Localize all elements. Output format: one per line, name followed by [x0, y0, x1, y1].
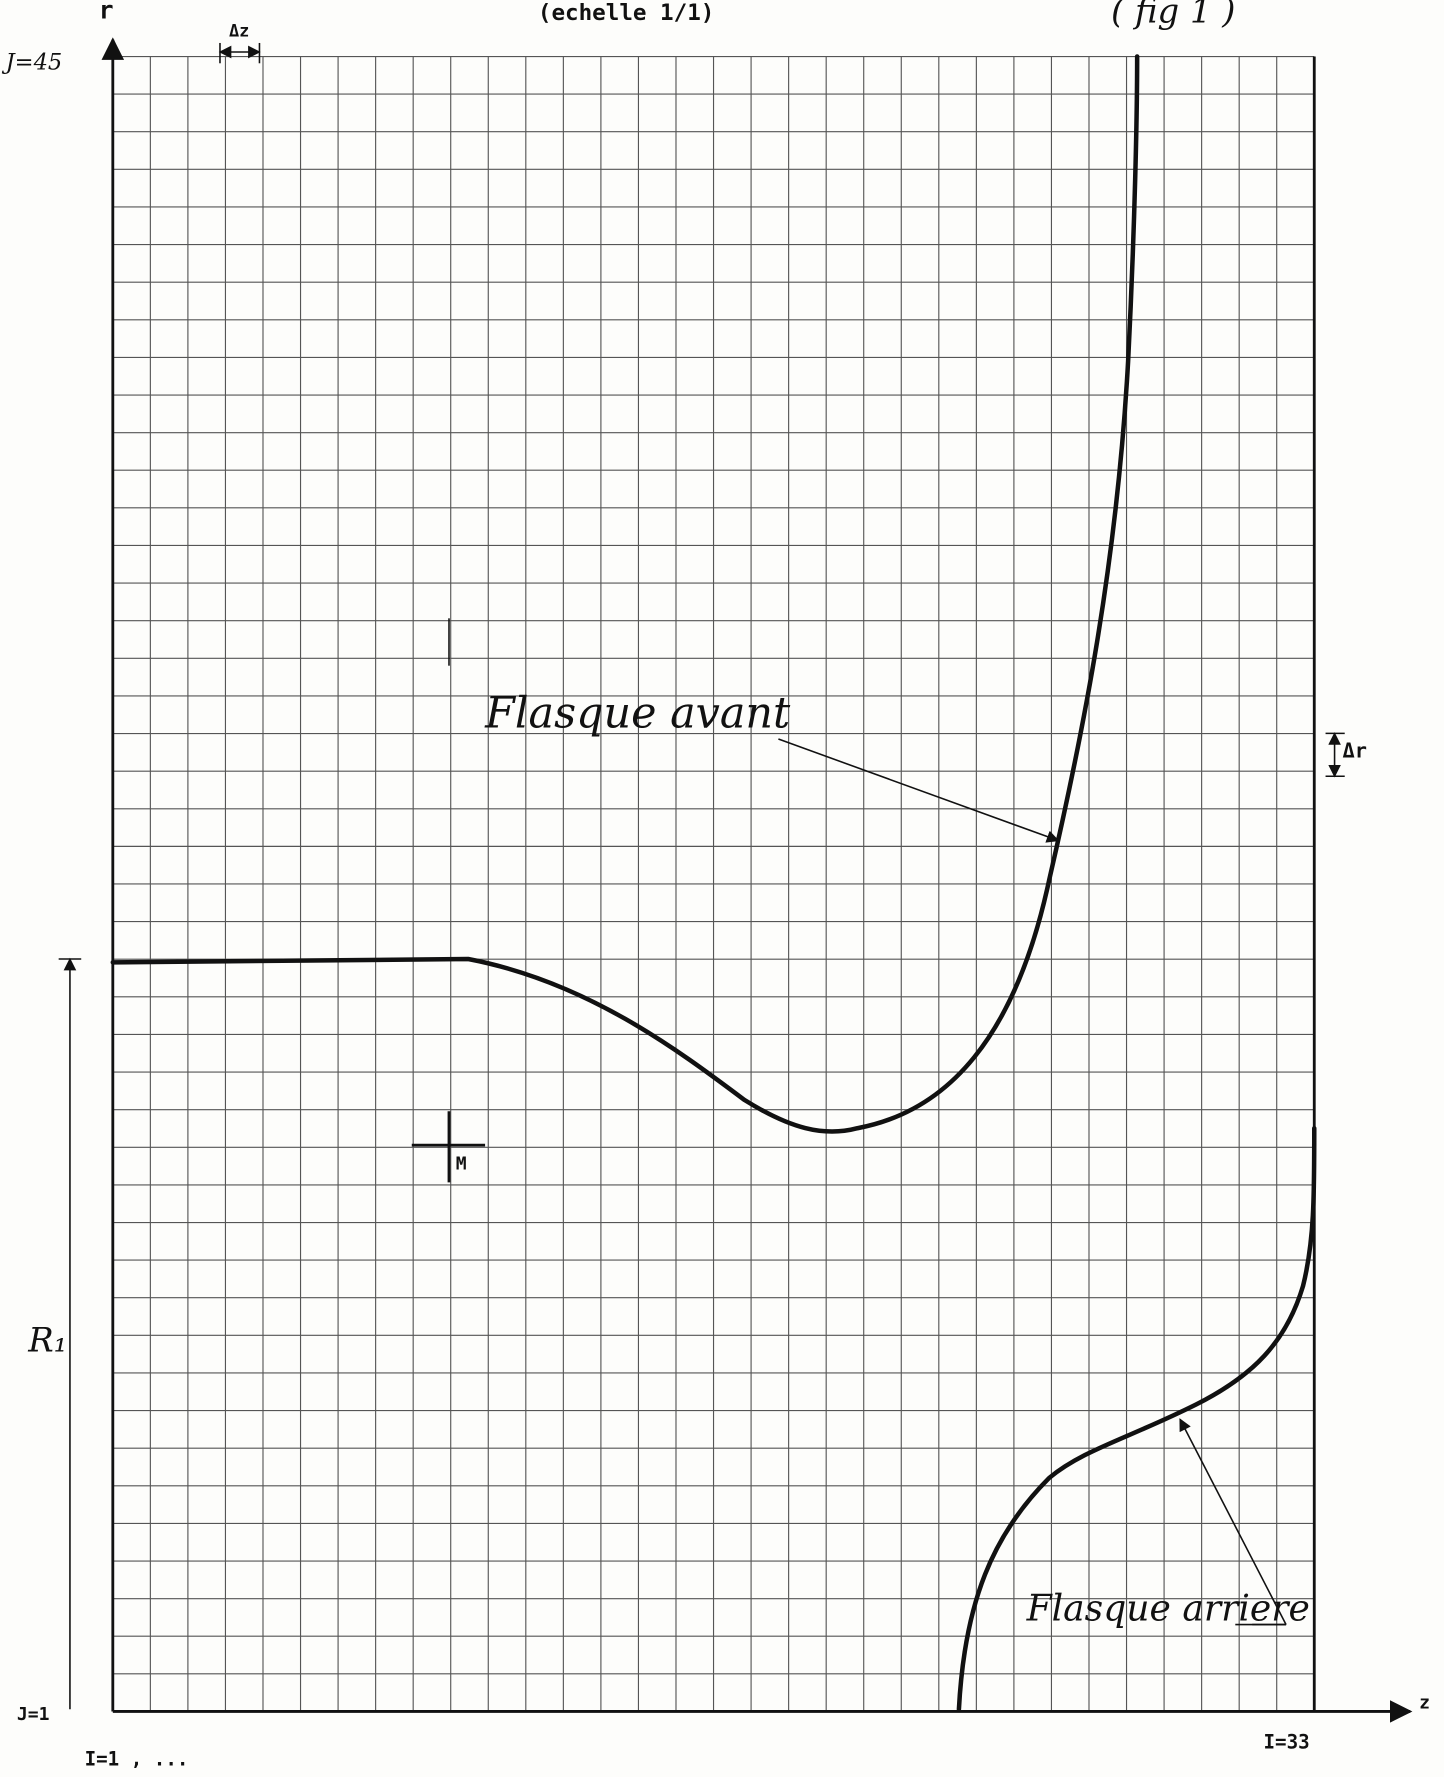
radius-label: R₁ — [27, 1321, 67, 1360]
z-axis-label: z — [1419, 1693, 1430, 1714]
grid — [112, 55, 1315, 1712]
point-label: M — [456, 1153, 467, 1174]
scale-note: (echelle 1/1) — [538, 0, 714, 26]
rear-flange-arrow — [1179, 1418, 1287, 1625]
i-left-label: I=1 , ... — [85, 1747, 189, 1770]
j-top-label: J=45 — [2, 49, 63, 75]
j-bottom-label: J=1 — [17, 1704, 50, 1725]
front-flange-label: Flasque avant — [484, 688, 791, 738]
delta-r-label: Δr — [1342, 738, 1366, 762]
front-flange-curve — [110, 54, 1140, 1134]
delta-z-label: Δz — [229, 21, 249, 41]
i-right-label: I=33 — [1264, 1731, 1310, 1754]
figure-label: ( fig 1 ) — [1111, 0, 1235, 31]
r-axis-label: r — [99, 0, 114, 24]
rear-flange-label: Flasque arriere — [1026, 1588, 1310, 1630]
front-flange-arrow — [778, 738, 1060, 843]
rear-flange-curve — [956, 1125, 1317, 1712]
